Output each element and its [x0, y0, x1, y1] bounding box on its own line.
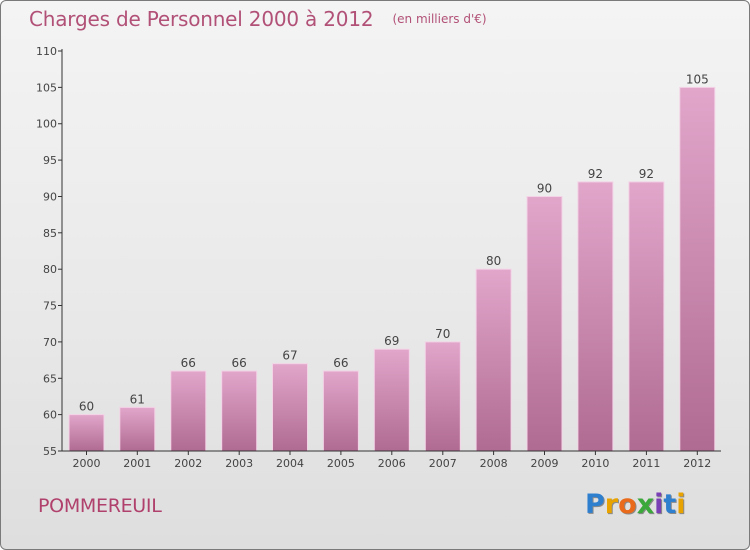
y-tick-label: 100: [36, 118, 57, 131]
bar: [679, 86, 716, 452]
bars-layer: 60 61 66 66 67 66 69 70 80 90 92 92 105: [68, 72, 716, 452]
data-label: 67: [282, 349, 297, 363]
data-label: 60: [79, 400, 94, 414]
bar: [272, 363, 308, 452]
logo-letter: o: [618, 489, 637, 520]
y-tick-label: 90: [43, 191, 57, 204]
bar: [475, 268, 512, 452]
data-label: 61: [130, 392, 145, 406]
y-tick-label: 80: [43, 263, 57, 276]
title-row: Charges de Personnel 2000 à 2012 (en mil…: [29, 7, 487, 31]
bar: [628, 181, 665, 452]
x-tick-label: 2005: [327, 457, 355, 470]
bar: [221, 370, 258, 452]
data-label: 105: [686, 72, 709, 86]
bar: [526, 196, 563, 452]
data-label: 92: [639, 167, 654, 181]
y-tick-label: 60: [43, 409, 57, 422]
data-label: 92: [588, 167, 603, 181]
x-tick-label: 2006: [378, 457, 406, 470]
y-tick-label: 105: [36, 81, 57, 94]
x-tick-label: 2007: [429, 457, 457, 470]
data-label: 80: [486, 254, 501, 268]
data-label: 66: [333, 356, 348, 370]
data-label: 70: [435, 327, 450, 341]
x-tick-label: 2012: [683, 457, 711, 470]
logo-letter: i: [676, 489, 686, 520]
x-tick-label: 2002: [174, 457, 202, 470]
logo-letter: x: [636, 489, 655, 520]
y-tick-label: 75: [43, 300, 57, 313]
bar: [322, 370, 359, 452]
x-tick-label: 2010: [581, 457, 609, 470]
chart-title: Charges de Personnel 2000 à 2012: [29, 7, 374, 31]
data-label: 66: [181, 356, 196, 370]
bar: [577, 181, 614, 452]
axis-layer: 2000 2001 2002 2003 2004 2005 2006 2007 2008 2009…: [36, 45, 721, 470]
x-tick-label: 2011: [632, 457, 660, 470]
x-tick-label: 2008: [480, 457, 508, 470]
logo-letter: P: [585, 489, 605, 520]
proxiti-logo: Proxiti: [585, 489, 686, 520]
data-label: 69: [384, 334, 399, 348]
logo-letter: r: [604, 489, 619, 520]
commune-name: POMMEREUIL: [38, 495, 162, 517]
bar: [373, 348, 410, 452]
y-tick-label: 85: [43, 227, 57, 240]
logo-letter: i: [654, 489, 664, 520]
logo-letter: t: [663, 489, 677, 520]
y-tick-label: 70: [43, 336, 57, 349]
bar: [68, 414, 105, 452]
x-tick-label: 2000: [73, 457, 101, 470]
bar: [424, 341, 461, 452]
y-tick-label: 55: [43, 445, 57, 458]
y-tick-label: 95: [43, 154, 57, 167]
data-label: 66: [232, 356, 247, 370]
x-tick-label: 2001: [123, 457, 151, 470]
x-tick-label: 2003: [225, 457, 253, 470]
y-tick-label: 65: [43, 372, 57, 385]
bar: [119, 406, 156, 452]
bar: [170, 370, 207, 452]
chart-unit: (en milliers d'€): [392, 12, 487, 26]
x-tick-label: 2004: [276, 457, 304, 470]
data-label: 90: [537, 182, 552, 196]
y-tick-label: 110: [36, 45, 57, 58]
x-tick-label: 2009: [531, 457, 559, 470]
